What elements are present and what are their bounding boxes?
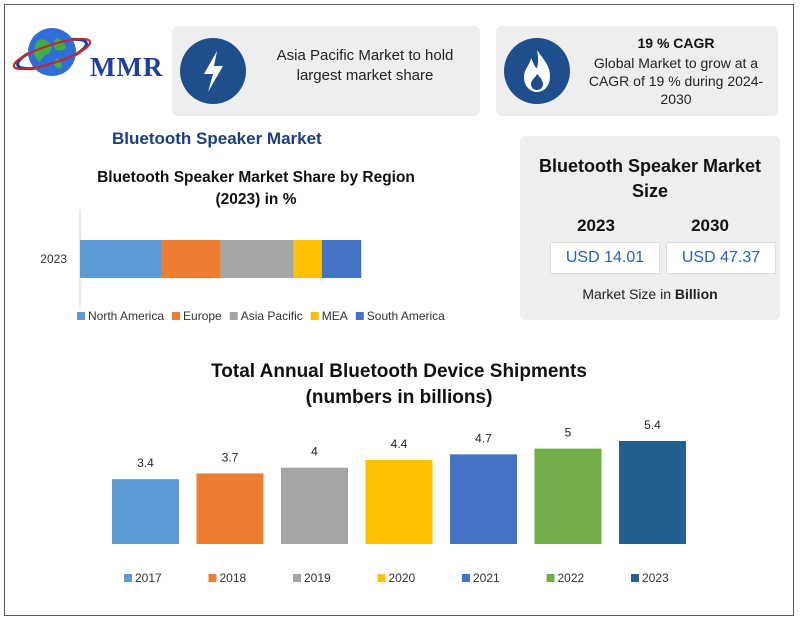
legend-label: MEA [322, 309, 348, 323]
legend-label: North America [88, 309, 164, 323]
legend-swatch [462, 574, 470, 582]
legend-label: 2022 [558, 571, 585, 585]
mmr-logo: MMR [12, 22, 164, 88]
bar-value-label: 4.7 [475, 431, 492, 445]
bar-value-label: 5 [565, 426, 572, 440]
shipment-bar [365, 460, 433, 544]
legend-label: Europe [183, 309, 222, 323]
chart-title-line: (2023) in % [216, 191, 297, 208]
globe-logo-icon [12, 28, 92, 76]
legend-swatch [377, 574, 386, 582]
shipment-bar [450, 454, 517, 544]
legend-swatch [631, 574, 639, 582]
stacked-bar-segment [80, 240, 162, 278]
legend-swatch [172, 312, 181, 320]
bar-value-label: 3.7 [222, 450, 239, 464]
legend-swatch [208, 574, 217, 582]
market-size-unit: Billion [674, 286, 718, 302]
shipment-bar [196, 473, 264, 544]
shipment-bar [281, 467, 348, 544]
year-2030-label: 2030 [691, 216, 729, 235]
market-size-card: Bluetooth Speaker Market Size 2023 2030 … [520, 136, 780, 320]
legend-label: South America [367, 309, 445, 323]
shipment-bar [112, 479, 179, 544]
legend-swatch [355, 312, 364, 320]
legend-swatch [546, 574, 555, 582]
legend-swatch [229, 312, 238, 320]
logo-text: MMR [90, 52, 164, 82]
market-size-unit-note: Market Size in Billion [520, 286, 780, 302]
chart-title-line: (numbers in billions) [306, 387, 493, 408]
section-title: Bluetooth Speaker Market [112, 129, 322, 148]
stacked-bar-segment [293, 240, 322, 278]
lightning-bolt-icon [180, 38, 246, 104]
market-size-2023-value: USD 14.01 [550, 242, 660, 274]
flame-icon [504, 38, 570, 104]
cagr-highlight-card: 19 % CAGR Global Market to grow at a CAG… [496, 26, 778, 116]
bar-value-label: 4 [311, 445, 318, 459]
legend-label: 2023 [642, 571, 669, 585]
stacked-bar-segment [321, 240, 362, 278]
market-size-title: Bluetooth Speaker Market Size [538, 156, 762, 201]
legend-swatch [77, 312, 85, 320]
infographic-frame [4, 4, 794, 616]
legend-swatch [124, 574, 132, 582]
legend-label: 2021 [473, 571, 500, 585]
shipment-bar [619, 441, 686, 544]
chart-title-line: Bluetooth Speaker Market Share by Region [97, 169, 415, 186]
legend-swatch [310, 312, 319, 320]
legend-label: 2020 [389, 571, 416, 585]
market-size-unit-prefix: Market Size in [582, 286, 675, 302]
bar-value-label: 5.4 [644, 418, 661, 432]
legend-label: 2017 [135, 571, 162, 585]
region-share-chart: Bluetooth Speaker Market Share by Region… [40, 169, 445, 323]
market-size-2030-value: USD 47.37 [666, 242, 776, 274]
cagr-description: Global Market to grow at a CAGR of 19 % … [588, 55, 764, 107]
asia-pacific-highlight-card: Asia Pacific Market to hold largest mark… [172, 26, 480, 116]
legend-label: 2019 [304, 571, 331, 585]
year-2023-label: 2023 [577, 216, 615, 235]
category-label: 2023 [40, 252, 67, 266]
legend-label: 2018 [220, 571, 247, 585]
chart-title-line: Total Annual Bluetooth Device Shipments [211, 361, 587, 382]
stacked-bar-segment [161, 240, 221, 278]
stacked-bar-segment [220, 240, 294, 278]
bar-value-label: 4.4 [391, 437, 408, 451]
legend-swatch [293, 574, 301, 582]
legend-label: Asia Pacific [241, 309, 303, 323]
bar-value-label: 3.4 [137, 456, 154, 470]
shipments-chart: Total Annual Bluetooth Device Shipments (… [112, 361, 686, 585]
shipment-bar [534, 448, 602, 544]
cagr-title: 19 % CAGR [637, 35, 715, 51]
asia-pacific-highlight-text: Asia Pacific Market to hold largest mark… [276, 47, 454, 84]
